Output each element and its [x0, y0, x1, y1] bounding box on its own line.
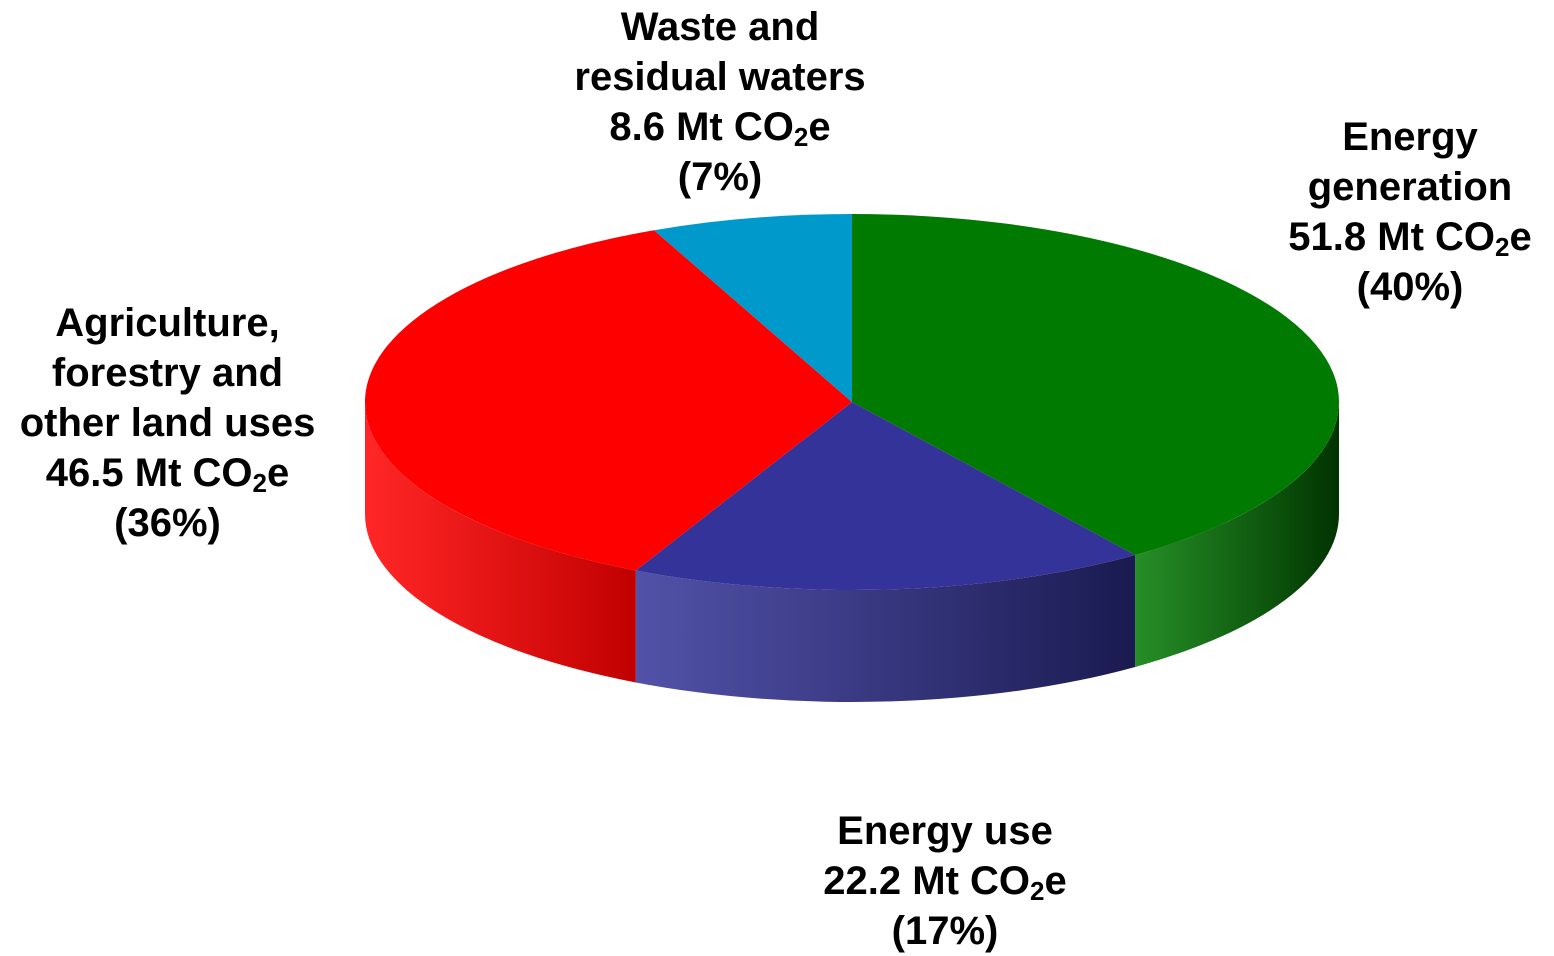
slice-waste-and-residual-waters [654, 214, 852, 402]
slice-percent: (36%) [114, 501, 221, 545]
slice-name-line: other land uses [19, 401, 316, 445]
slice-side-energy-use [635, 554, 1136, 702]
slice-name-line: forestry and [51, 351, 284, 395]
pie-tops [364, 214, 1339, 590]
slice-side-energy-generation [1135, 402, 1339, 667]
slice-percent: (7%) [677, 155, 763, 199]
slice-name-line: Agriculture, [55, 301, 280, 345]
slice-energy-use [635, 402, 1136, 590]
slice-side-agriculture-forestry-and-other-land-uses [365, 402, 636, 683]
slice-label-energy-generation: Energy generation 51.8 Mt CO2e (40%) [1260, 112, 1554, 312]
slice-name-line: Energy use [837, 809, 1053, 853]
slice-percent: (17%) [891, 909, 999, 953]
slice-value: 22.2 Mt CO2e [823, 859, 1067, 906]
slice-energy-generation [852, 214, 1339, 555]
slice-value: 8.6 Mt CO2e [609, 105, 831, 152]
slice-value: 46.5 Mt CO2e [45, 451, 290, 498]
slice-agriculture-forestry-and-other-land-uses [364, 230, 852, 571]
slice-name-line: Waste and [620, 5, 820, 49]
slice-value: 51.8 Mt CO2e [1288, 215, 1532, 262]
pie-sides [365, 402, 1339, 702]
slice-label-agriculture: Agriculture, forestry and other land use… [0, 298, 335, 548]
slice-name-line: generation [1307, 165, 1513, 209]
slice-name-line: residual waters [574, 55, 866, 99]
slice-label-waste: Waste and residual waters 8.6 Mt CO2e (7… [555, 2, 885, 202]
slice-percent: (40%) [1356, 265, 1464, 309]
slice-name-line: Energy [1342, 115, 1478, 159]
slice-label-energy-use: Energy use 22.2 Mt CO2e (17%) [790, 806, 1100, 956]
